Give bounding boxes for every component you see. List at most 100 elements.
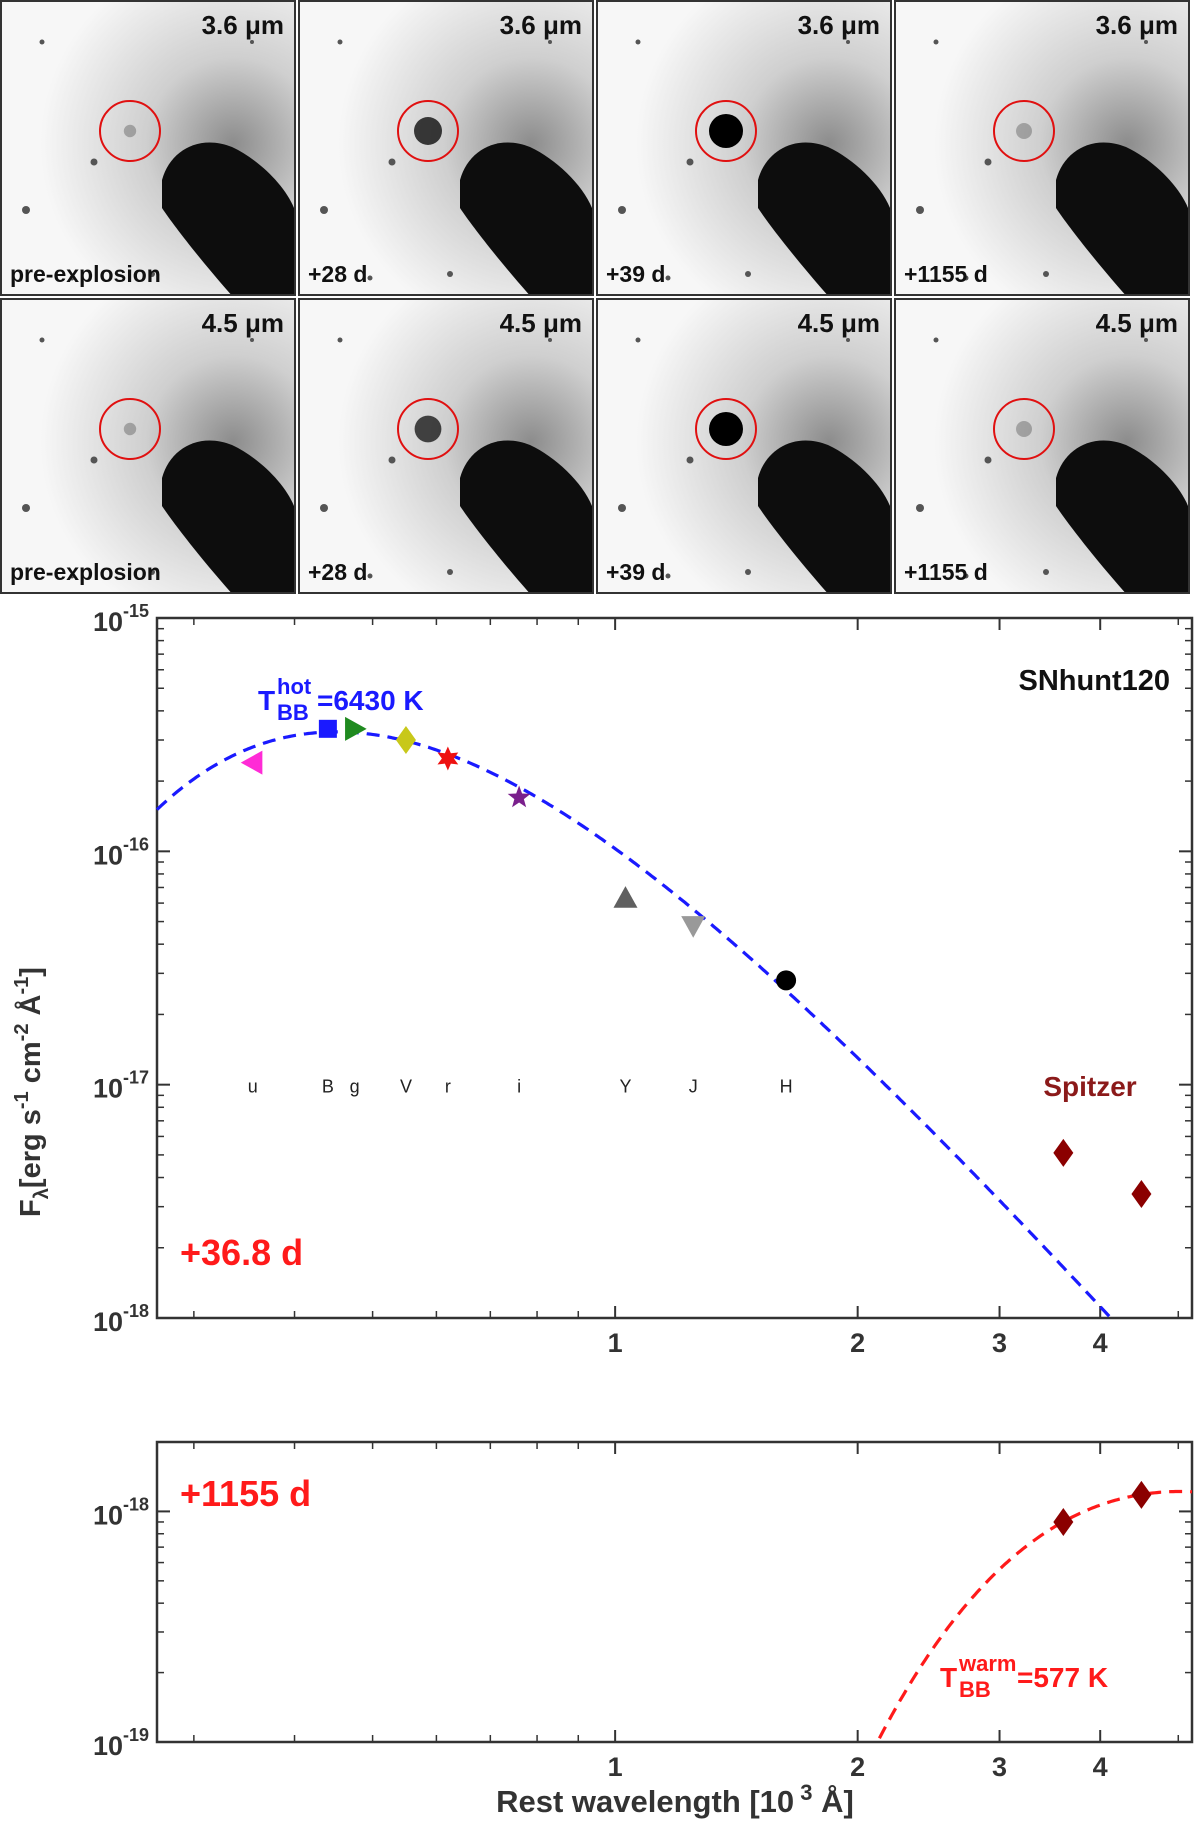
field-star bbox=[933, 39, 939, 45]
y-tick-exp: -16 bbox=[123, 834, 149, 854]
galaxy-nucleus bbox=[460, 142, 592, 294]
y-tick-base: 10 bbox=[93, 607, 123, 637]
band-label: 3.6 μm bbox=[499, 10, 582, 40]
image-panel-scene bbox=[896, 300, 1188, 592]
epoch-label: +1155 d bbox=[904, 261, 988, 287]
transient-source bbox=[709, 114, 743, 148]
y-tick-exp: -17 bbox=[123, 1068, 149, 1088]
y-tick-base: 10 bbox=[93, 1074, 123, 1104]
xlabel-unit: Å] bbox=[813, 1784, 854, 1819]
field-star bbox=[367, 573, 373, 579]
band-label: 3.6 μm bbox=[201, 10, 284, 40]
y-tick-base: 10 bbox=[93, 1731, 123, 1761]
x-tick-label: 2 bbox=[850, 1328, 865, 1358]
top-sed-axes: SNhunt120 Spitzer +36.8 d T hot BB =6430… bbox=[11, 601, 1194, 1358]
field-star bbox=[320, 206, 328, 214]
data-point bbox=[1131, 1179, 1152, 1208]
hot-bb-value: =6430 K bbox=[317, 685, 424, 716]
field-star bbox=[1144, 338, 1148, 342]
data-point bbox=[776, 970, 797, 991]
x-tick-label: 4 bbox=[1093, 1752, 1108, 1782]
image-panel-scene bbox=[2, 300, 294, 592]
galaxy-nucleus bbox=[162, 440, 294, 592]
hot-bb-sup: hot bbox=[277, 674, 312, 699]
y-tick-label: 10-17 bbox=[93, 1068, 149, 1104]
warm-bb-T: T bbox=[940, 1662, 957, 1693]
data-point bbox=[318, 719, 337, 738]
x-tick-label: 3 bbox=[992, 1328, 1007, 1358]
image-panel-scene bbox=[598, 300, 890, 592]
field-star bbox=[39, 337, 45, 343]
galaxy-nucleus bbox=[162, 142, 294, 294]
transient-source bbox=[123, 124, 137, 138]
data-point bbox=[345, 716, 367, 741]
source-marker-circle bbox=[695, 398, 757, 460]
field-star bbox=[686, 158, 694, 166]
image-panel-grid: 3.6 μm pre-explosion 3.6 μm +28 d 3.6 μm… bbox=[0, 0, 1200, 600]
field-star bbox=[1144, 40, 1148, 44]
bottom-sed-axes: +1155 d T warm BB =577 K Rest wavelength… bbox=[93, 1440, 1194, 1819]
data-point bbox=[1131, 1480, 1152, 1509]
field-star bbox=[635, 337, 641, 343]
field-star bbox=[447, 569, 453, 575]
band-label: 3.6 μm bbox=[797, 10, 880, 40]
image-panel-scene bbox=[300, 2, 592, 294]
galaxy-nucleus bbox=[1056, 142, 1188, 294]
field-star bbox=[1043, 271, 1049, 277]
data-point bbox=[437, 746, 459, 771]
galaxy-nucleus bbox=[1056, 440, 1188, 592]
band-label: 4.5 μm bbox=[201, 308, 284, 338]
xlabel-main: Rest wavelength [10 bbox=[496, 1784, 794, 1819]
object-name: SNhunt120 bbox=[1019, 665, 1170, 697]
transient-source bbox=[709, 412, 743, 446]
field-star bbox=[320, 504, 328, 512]
image-panel: 4.5 μm +1155 d bbox=[894, 298, 1190, 594]
transient-source bbox=[1016, 421, 1032, 437]
transient-source bbox=[123, 422, 137, 436]
image-panel: 3.6 μm +1155 d bbox=[894, 0, 1190, 296]
field-star bbox=[250, 40, 254, 44]
x-tick-label: 1 bbox=[608, 1752, 623, 1782]
band-label: 4.5 μm bbox=[1095, 308, 1178, 338]
spitzer-label: Spitzer bbox=[1043, 1071, 1136, 1102]
field-star bbox=[686, 456, 694, 464]
epoch-label: +1155 d bbox=[904, 559, 988, 585]
field-star bbox=[916, 206, 924, 214]
y-tick-exp: -19 bbox=[123, 1725, 149, 1745]
hot-bb-sub: BB bbox=[277, 700, 309, 725]
filter-label: B bbox=[322, 1077, 334, 1097]
field-star bbox=[90, 456, 98, 464]
y-tick-exp: -15 bbox=[123, 601, 149, 621]
field-star bbox=[90, 158, 98, 166]
field-star bbox=[665, 573, 671, 579]
data-point bbox=[613, 886, 638, 908]
x-tick-label: 4 bbox=[1093, 1328, 1108, 1358]
source-marker-circle bbox=[99, 398, 161, 460]
data-point bbox=[395, 726, 416, 755]
image-panel: 3.6 μm pre-explosion bbox=[0, 0, 296, 296]
field-star bbox=[963, 573, 969, 579]
field-star bbox=[149, 569, 155, 575]
band-label: 4.5 μm bbox=[797, 308, 880, 338]
ylabel-s-exp: -1 bbox=[11, 1091, 33, 1109]
xlabel-exp: 3 bbox=[794, 1780, 812, 1805]
field-star bbox=[846, 40, 850, 44]
filter-label: J bbox=[689, 1077, 698, 1097]
y-tick-label: 10-18 bbox=[93, 1494, 149, 1530]
field-star bbox=[665, 275, 671, 281]
field-star bbox=[963, 275, 969, 281]
epoch-label: +28 d bbox=[308, 559, 368, 585]
source-marker-circle bbox=[397, 100, 459, 162]
field-star bbox=[933, 337, 939, 343]
ylabel-unit: [erg s bbox=[15, 1109, 47, 1188]
y-axis-label: Fλ[erg s-1 cm-2 Å-1] bbox=[11, 967, 53, 1217]
image-panel: 3.6 μm +28 d bbox=[298, 0, 594, 296]
warm-bb-value: =577 K bbox=[1017, 1662, 1108, 1693]
axes-frame bbox=[155, 1440, 1194, 1744]
axes-frame bbox=[155, 616, 1194, 1320]
transient-source bbox=[414, 117, 442, 145]
blackbody-fit-curve bbox=[877, 1489, 1193, 1739]
hot-bb-T: T bbox=[258, 685, 275, 716]
image-panel-scene bbox=[300, 300, 592, 592]
blackbody-fit-curve bbox=[155, 730, 1111, 1318]
